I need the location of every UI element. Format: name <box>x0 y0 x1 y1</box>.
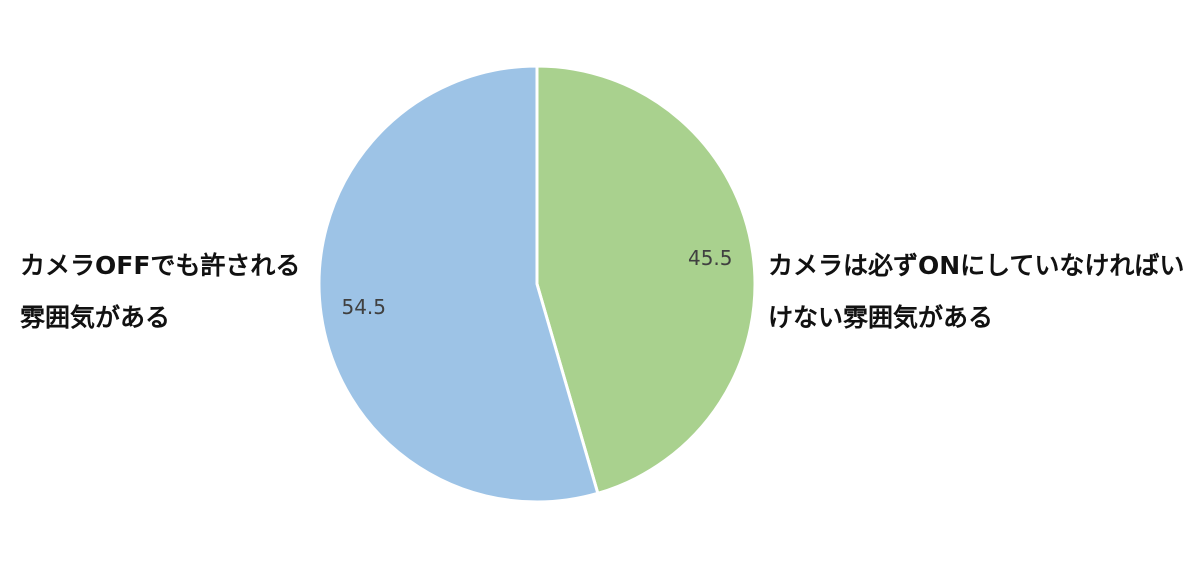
category-label: カメラは必ずONにしていなければいけない雰囲気がある <box>768 251 1185 332</box>
value-label: 45.5 <box>688 246 733 270</box>
value-label: 54.5 <box>341 295 386 319</box>
pie-slice <box>317 64 600 504</box>
category-label: カメラOFFでも許される雰囲気がある <box>20 251 301 332</box>
pie-slice <box>535 64 757 496</box>
